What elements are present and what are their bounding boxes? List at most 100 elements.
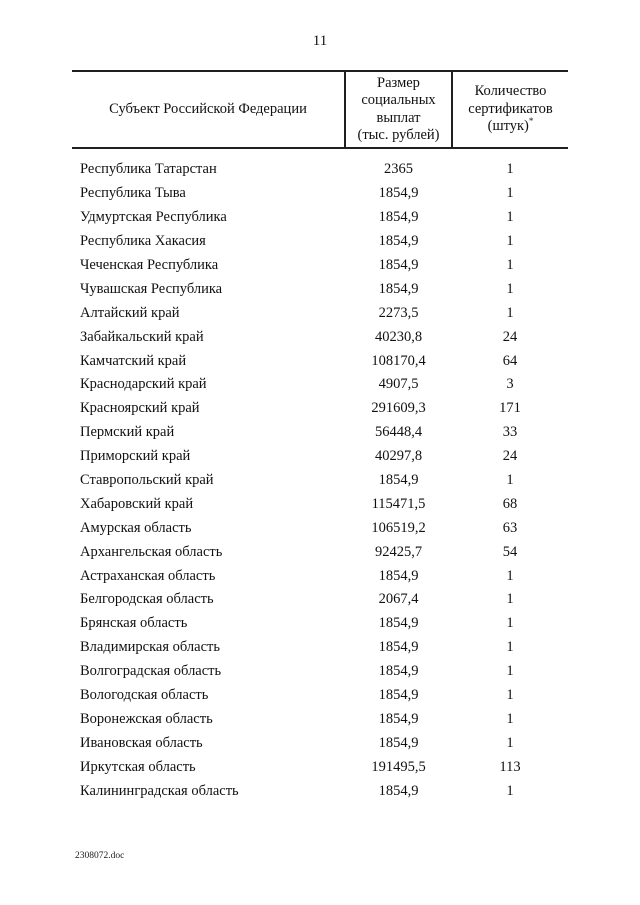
amount-cell: 1854,9: [378, 687, 419, 704]
amount-cell: 56448,4: [374, 424, 423, 441]
amount-cell: 1854,9: [378, 209, 419, 226]
table-row: Удмуртская Республика 1854,9 1: [72, 206, 568, 230]
amount-cell: 191495,5: [371, 758, 426, 775]
region-cell: Краснодарский край: [80, 376, 207, 393]
column-header-region-label: Субъект Российской Федерации: [109, 100, 307, 117]
amount-cell: 4907,5: [378, 376, 419, 393]
amount-cell: 1854,9: [378, 185, 419, 202]
table-row: Брянская область 1854,9 1: [72, 612, 568, 636]
table-row: Вологодская область 1854,9 1: [72, 684, 568, 708]
amount-cell: 1854,9: [378, 782, 419, 799]
region-cell: Калининградская область: [80, 782, 239, 799]
region-cell: Приморский край: [80, 448, 191, 465]
region-cell: Пермский край: [80, 424, 175, 441]
region-cell: Республика Татарстан: [80, 161, 217, 178]
region-cell: Республика Тыва: [80, 185, 186, 202]
table-row: Волгоградская область 1854,9 1: [72, 660, 568, 684]
region-cell: Волгоградская область: [80, 663, 222, 680]
table-row: Хабаровский край 115471,5 68: [72, 492, 568, 516]
region-cell: Республика Хакасия: [80, 233, 206, 250]
certificates-cell: 68: [502, 495, 518, 512]
certificates-cell: 1: [506, 710, 514, 727]
certificates-cell: 64: [502, 352, 518, 369]
amount-cell: 108170,4: [371, 352, 426, 369]
table-row: Амурская область 106519,2 63: [72, 516, 568, 540]
region-cell: Владимирская область: [80, 639, 220, 656]
certificates-cell: 1: [506, 663, 514, 680]
amount-cell: 1854,9: [378, 639, 419, 656]
table-body: Республика Татарстан 2365 1 Республика Т…: [72, 148, 568, 803]
region-cell: Вологодская область: [80, 687, 209, 704]
amount-cell: 40230,8: [374, 328, 423, 345]
region-cell: Красноярский край: [80, 400, 200, 417]
amount-cell: 1854,9: [378, 257, 419, 273]
table-row: Ставропольский край 1854,9 1: [72, 469, 568, 493]
certificates-cell: 33: [502, 424, 518, 441]
amount-cell: 1854,9: [378, 567, 419, 584]
amount-cell: 1854,9: [378, 280, 419, 297]
table-row: Красноярский край 291609,3 171: [72, 397, 568, 421]
amount-cell: 1854,9: [378, 615, 419, 632]
certificates-cell: 1: [506, 687, 514, 704]
column-header-amount: Размер социальных выплат (тыс. рублей): [344, 70, 452, 149]
certificates-cell: 1: [506, 472, 514, 489]
amount-cell: 92425,7: [374, 543, 423, 560]
column-header-certificates: Количество сертификатов (штук)*: [451, 70, 568, 149]
column-header-certificates-label: Количество сертификатов (штук): [468, 83, 553, 135]
table-row: Архангельская область 92425,7 54: [72, 540, 568, 564]
certificates-cell: 63: [502, 519, 518, 536]
region-cell: Хабаровский край: [80, 495, 194, 512]
certificates-cell: 1: [506, 257, 514, 273]
table-row: Владимирская область 1854,9 1: [72, 636, 568, 660]
certificates-cell: 1: [506, 280, 514, 297]
amount-cell: 1854,9: [378, 663, 419, 680]
region-cell: Чувашская Республика: [80, 280, 223, 297]
region-cell: Чеченская Республика: [80, 257, 219, 273]
region-cell: Астраханская область: [80, 567, 216, 584]
region-cell: Ставропольский край: [80, 472, 214, 489]
document-filename: 2308072.doc: [75, 851, 125, 861]
table-row: Воронежская область 1854,9 1: [72, 707, 568, 731]
page-number: 11: [312, 33, 328, 49]
table-row: Алтайский край 2273,5 1: [72, 301, 568, 325]
certificates-cell: 1: [506, 209, 514, 226]
amount-cell: 115471,5: [371, 495, 426, 512]
table-row: Пермский край 56448,4 33: [72, 421, 568, 445]
region-cell: Удмуртская Республика: [80, 209, 227, 226]
certificates-cell: 1: [506, 615, 514, 632]
certificates-cell: 1: [506, 304, 514, 321]
amount-cell: 1854,9: [378, 710, 419, 727]
table-row: Чувашская Республика 1854,9 1: [72, 277, 568, 301]
region-cell: Воронежская область: [80, 710, 213, 727]
region-cell: Иркутская область: [80, 758, 196, 775]
payments-table: Субъект Российской Федерации Размер соци…: [72, 70, 568, 803]
amount-cell: 291609,3: [371, 400, 426, 417]
amount-cell: 2365: [384, 161, 413, 178]
region-cell: Камчатский край: [80, 352, 187, 369]
region-cell: Брянская область: [80, 615, 188, 632]
amount-cell: 1854,9: [378, 734, 419, 751]
region-cell: Амурская область: [80, 519, 192, 536]
region-cell: Ивановская область: [80, 734, 203, 751]
table-row: Республика Татарстан 2365 1: [72, 148, 568, 182]
table-row: Астраханская область 1854,9 1: [72, 564, 568, 588]
footnote-marker: *: [528, 116, 534, 127]
table-row: Ивановская область 1854,9 1: [72, 731, 568, 755]
certificates-cell: 1: [506, 233, 514, 250]
table-row: Республика Тыва 1854,9 1: [72, 182, 568, 206]
certificates-cell: 1: [506, 639, 514, 656]
table-header-row: Субъект Российской Федерации Размер соци…: [72, 70, 568, 149]
region-cell: Алтайский край: [80, 304, 180, 321]
amount-cell: 1854,9: [378, 472, 419, 489]
table-row: Приморский край 40297,8 24: [72, 445, 568, 469]
amount-cell: 106519,2: [371, 519, 426, 536]
amount-cell: 2273,5: [378, 304, 419, 321]
certificates-cell: 1: [506, 161, 514, 178]
certificates-cell: 24: [502, 328, 518, 345]
certificates-cell: 54: [502, 543, 518, 560]
amount-cell: 2067,4: [378, 591, 419, 608]
region-cell: Забайкальский край: [80, 328, 204, 345]
table-row: Республика Хакасия 1854,9 1: [72, 230, 568, 254]
certificates-cell: 113: [499, 758, 521, 775]
table-row: Краснодарский край 4907,5 3: [72, 373, 568, 397]
